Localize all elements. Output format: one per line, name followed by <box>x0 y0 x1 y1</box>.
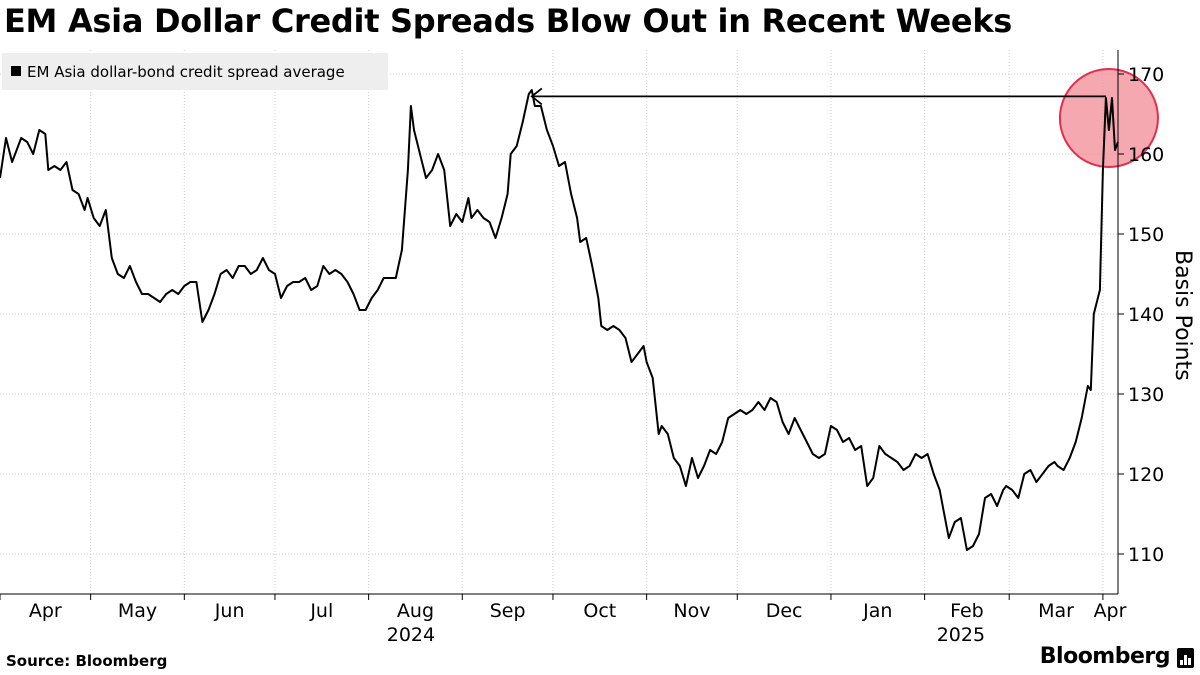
x-tick-label: Nov <box>673 600 710 622</box>
x-tick-label: Jul <box>309 600 333 622</box>
gridlines <box>0 50 1118 594</box>
y-axis-label: Basis Points <box>1170 250 1195 381</box>
x-tick-label: Feb <box>950 600 984 622</box>
y-tick-label: 130 <box>1128 384 1164 406</box>
series-line <box>0 89 1119 551</box>
x-tick-label: Aug <box>397 600 434 622</box>
x-tick-label: Apr <box>1094 600 1127 622</box>
y-tick-label: 170 <box>1128 64 1164 86</box>
y-tick-label: 150 <box>1128 224 1164 246</box>
x-year-label: 2025 <box>937 624 985 646</box>
axes: 110 120 130 140 150 160 170 Apr May Jun Jul Aug Sep O… <box>0 50 1164 646</box>
chart-title: EM Asia Dollar Credit Spreads Blow Out i… <box>4 2 1013 40</box>
bloomberg-logo: Bloomberg <box>1039 644 1171 669</box>
x-tick-label: Sep <box>490 600 526 622</box>
y-tick-label: 160 <box>1128 144 1164 166</box>
arrow-head <box>530 87 543 106</box>
y-tick-label: 110 <box>1128 544 1164 566</box>
x-tick-label: Jan <box>862 600 892 622</box>
legend-swatch <box>11 66 21 76</box>
y-tick-label: 140 <box>1128 304 1164 326</box>
y-tick-label: 120 <box>1128 464 1164 486</box>
x-tick-label: Dec <box>766 600 803 622</box>
annotations <box>530 68 1159 168</box>
legend-box <box>2 53 388 90</box>
legend-label: EM Asia dollar-bond credit spread averag… <box>27 63 345 81</box>
x-tick-label: Apr <box>29 600 62 622</box>
bloomberg-mark-icon <box>1177 648 1194 668</box>
highlight-circle <box>1058 68 1159 168</box>
x-tick-label: May <box>118 600 157 622</box>
x-year-label: 2024 <box>387 624 435 646</box>
x-tick-label: Mar <box>1038 600 1074 622</box>
x-tick-label: Oct <box>583 600 616 622</box>
source-note: Source: Bloomberg <box>6 652 168 670</box>
x-tick-label: Jun <box>214 600 245 622</box>
